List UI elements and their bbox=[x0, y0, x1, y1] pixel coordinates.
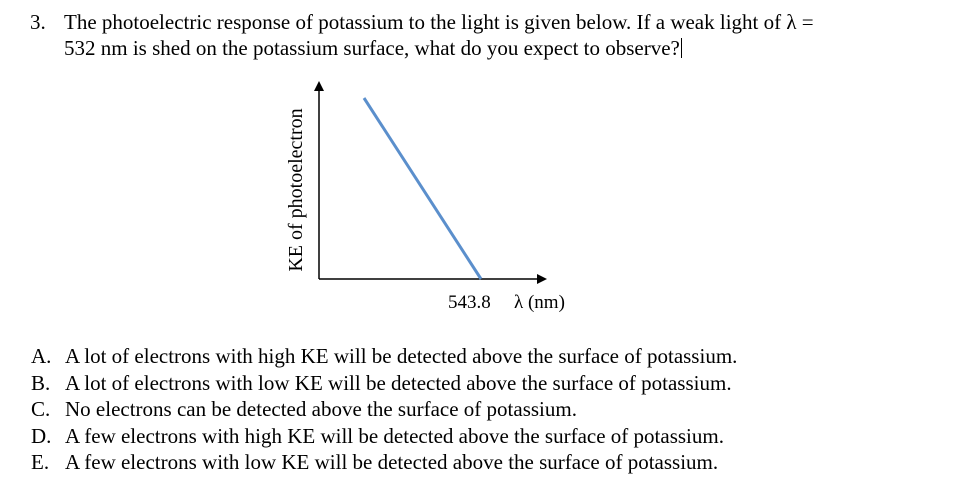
x-axis-label: λ (nm) bbox=[514, 292, 565, 313]
option-text: A few electrons with low KE will be dete… bbox=[65, 450, 719, 474]
option-a: A. A lot of electrons with high KE will b… bbox=[31, 343, 737, 370]
question-text-line-2-wrapper: 532 nm is shed on the potassium surface,… bbox=[64, 35, 682, 61]
answer-options: A. A lot of electrons with high KE will b… bbox=[31, 343, 737, 476]
graph-svg: KE of photoelectron 543.8 λ (nm) bbox=[285, 81, 565, 313]
option-text: No electrons can be detected above the s… bbox=[65, 397, 577, 421]
option-text: A few electrons with high KE will be det… bbox=[65, 423, 724, 448]
option-text: A lot of electrons with low KE will be d… bbox=[65, 370, 732, 395]
option-text: A lot of electrons with high KE will be … bbox=[65, 344, 738, 368]
photoelectric-graph: KE of photoelectron 543.8 λ (nm) bbox=[270, 70, 590, 325]
text-cursor bbox=[680, 38, 682, 58]
option-letter: A. bbox=[31, 344, 52, 368]
option-b: B. A lot of electrons with low KE will be… bbox=[31, 370, 737, 397]
question-text-line-2: 532 nm is shed on the potassium surface,… bbox=[64, 36, 680, 60]
y-axis-label: KE of photoelectron bbox=[285, 108, 307, 271]
option-c: C. No electrons can be detected above the… bbox=[31, 396, 737, 423]
question-number: 3. bbox=[30, 10, 46, 34]
x-tick-label-threshold: 543.8 bbox=[448, 292, 491, 313]
option-letter: C. bbox=[31, 397, 51, 421]
ke-vs-wavelength-line bbox=[362, 97, 483, 280]
option-letter: B. bbox=[31, 370, 51, 395]
option-e: E. A few electrons with low KE will be de… bbox=[31, 449, 737, 476]
question-text-line-1: The photoelectric response of potassium … bbox=[64, 10, 814, 34]
option-d: D. A few electrons with high KE will be d… bbox=[31, 423, 737, 450]
option-letter: D. bbox=[31, 423, 52, 448]
option-letter: E. bbox=[31, 450, 50, 474]
